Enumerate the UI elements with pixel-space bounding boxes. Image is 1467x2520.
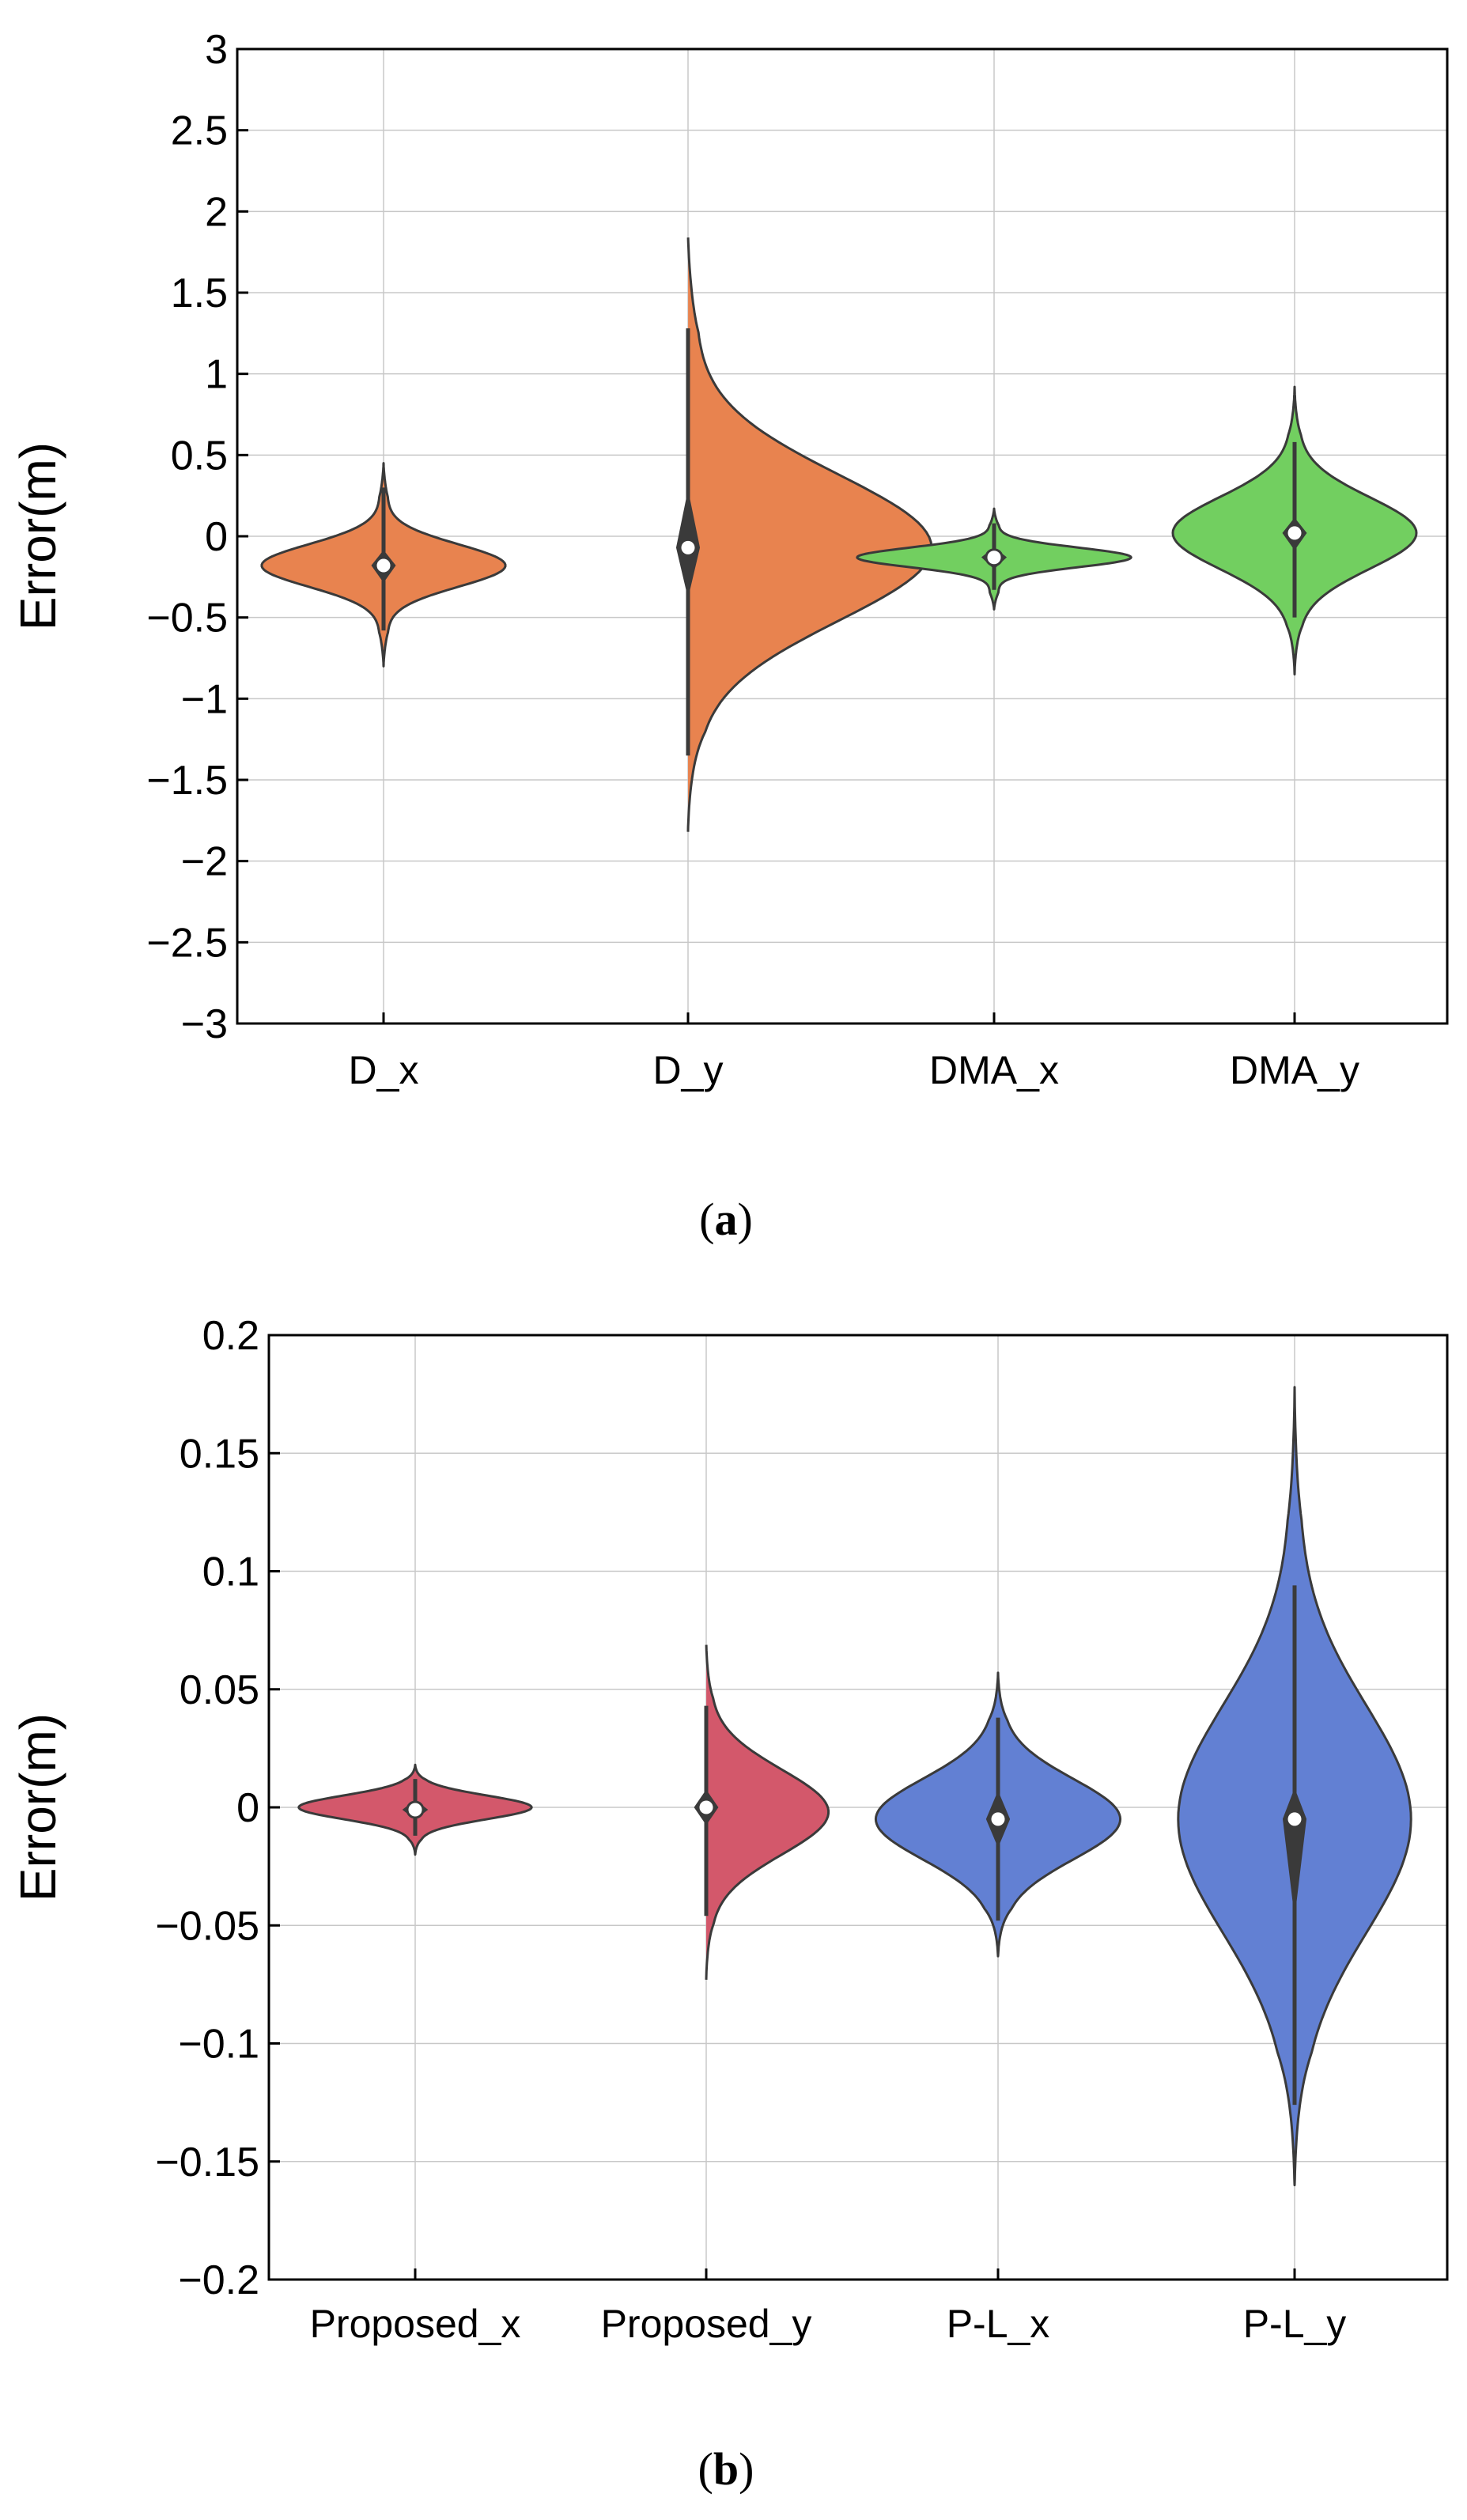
median-marker-Proposed_y [697,1798,716,1817]
chart-b-y-tick-label: 0 [236,1785,259,1831]
chart-b-y-tick-label: 0.05 [180,1667,259,1713]
chart-b-y-tick-label: 0.1 [202,1549,259,1595]
violin-D_y [686,237,933,832]
chart-b-panel-label: (b) [698,2443,754,2495]
chart-a-y-tick-label: 3 [205,27,228,73]
chart-a-y-tick-label: −2 [181,839,228,885]
chart-a-panel-label: (a) [699,1194,753,1245]
chart-b-y-tick-label: −0.15 [155,2140,259,2185]
chart-a-y-tick-label: 2 [205,189,228,235]
chart-b-y-tick-label: −0.05 [155,1903,259,1949]
chart-a-y-tick-label: 2.5 [171,108,228,154]
chart-a-category-label: D_x [349,1048,419,1092]
chart-a-y-tick-label: 0 [205,514,228,560]
chart-b-y-tick-label: 0.2 [202,1313,259,1359]
chart-b-violins [297,1386,1412,2187]
chart-a-y-tick-label: −1 [181,676,228,722]
chart-b-category-label: P-L_x [947,2302,1050,2346]
chart-a-category-label: DMA_x [929,1048,1059,1092]
chart-b-y-ticks: 0.2 0.15 0.1 0.05 0 −0.05 −0.1 −0.15 −0.2 [155,1313,280,2303]
median-marker-D_y [679,538,698,557]
chart-b: 0.2 0.15 0.1 0.05 0 −0.05 −0.1 −0.15 −0.2 Propos… [9,1313,1449,2495]
median-marker-D_x [374,556,393,575]
chart-a-y-axis-label: Error(m) [9,442,66,630]
chart-a: 3 2.5 2 1.5 1 0.5 0 −0.5 −1 −1.5 −2 −2.5 −3 D_x D_y DM… [9,27,1449,1245]
chart-a-category-label: DMA_y [1230,1048,1359,1092]
chart-a-y-tick-label: 1.5 [171,271,228,316]
chart-a-y-tick-label: −2.5 [146,920,228,966]
chart-b-category-label: Proposed_y [601,2302,812,2346]
chart-a-y-tick-label: 1 [205,352,228,398]
chart-b-y-axis-label: Error(m) [9,1713,66,1901]
median-marker-DMA_x [985,548,1004,567]
violin-Proposed_y [705,1644,830,1980]
chart-a-y-ticks: 3 2.5 2 1.5 1 0.5 0 −0.5 −1 −1.5 −2 −2.5 −3 [146,27,248,1047]
chart-b-y-tick-label: −0.1 [178,2022,259,2068]
chart-a-y-tick-label: −1.5 [146,758,228,804]
median-marker-P-L_y [1285,1810,1304,1829]
chart-a-y-tick-label: 0.5 [171,433,228,479]
median-marker-DMA_y [1285,524,1304,543]
chart-b-y-tick-label: 0.15 [180,1431,259,1477]
chart-a-x-ticks: D_x D_y DMA_x DMA_y [349,1012,1359,1092]
chart-b-x-ticks: Proposed_x Proposed_y P-L_x P-L_y [310,2268,1347,2346]
chart-b-category-label: P-L_y [1243,2302,1347,2346]
chart-a-y-tick-label: −0.5 [146,596,228,641]
chart-a-category-label: D_y [653,1048,724,1092]
chart-a-violins [260,237,1418,832]
median-marker-Proposed_x [406,1800,425,1819]
chart-b-category-label: Proposed_x [310,2302,521,2346]
median-marker-P-L_x [989,1810,1008,1829]
chart-a-y-tick-label: −3 [181,1001,228,1047]
chart-b-y-tick-label: −0.2 [178,2257,259,2303]
